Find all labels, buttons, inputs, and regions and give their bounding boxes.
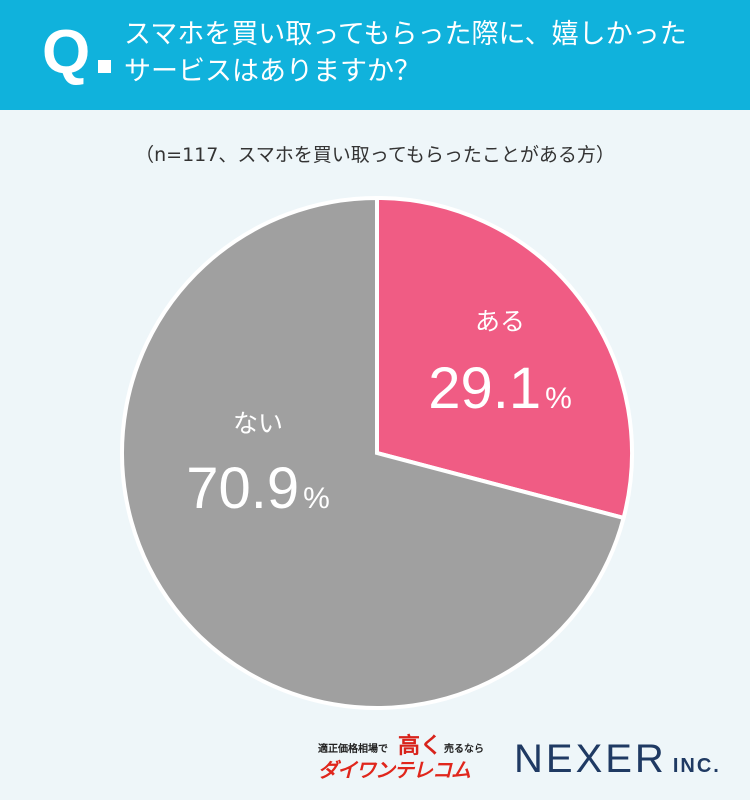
logo-name: ダイワンテレコム xyxy=(318,758,471,782)
logo-tagline-right: 売るなら xyxy=(444,744,484,755)
slice-value-no: 70.9% xyxy=(186,456,330,521)
slice-label-no: ない xyxy=(233,409,283,438)
q-mark: Q xyxy=(42,18,90,87)
sample-note: （n=117、スマホを買い取ってもらったことがある方） xyxy=(135,144,615,166)
pie-slice-no xyxy=(120,195,627,710)
logo-tagline-left: 適正価格相場で xyxy=(318,744,388,755)
slice-value-yes: 29.1% xyxy=(428,356,572,421)
question-header: Q スマホを買い取ってもらった際に、嬉しかった サービスはありますか？ xyxy=(0,0,750,110)
daiwan-telecom-logo: 適正価格相場で 高く 売るなら ダイワンテレコム xyxy=(318,728,498,782)
nexer-logo: NEXER INC. xyxy=(514,737,721,782)
nexer-suffix: INC. xyxy=(672,755,721,777)
pie-slice-yes xyxy=(375,195,634,521)
question-line-2: サービスはありますか？ xyxy=(124,56,421,87)
nexer-name: NEXER xyxy=(514,737,667,781)
slice-label-yes: ある xyxy=(475,307,525,336)
logo-tagline-big: 高く xyxy=(398,733,443,759)
question-text: スマホを買い取ってもらった際に、嬉しかった サービスはありますか？ xyxy=(124,16,687,90)
q-dot-icon xyxy=(98,60,111,73)
question-line-1: スマホを買い取ってもらった際に、嬉しかった xyxy=(124,19,687,50)
